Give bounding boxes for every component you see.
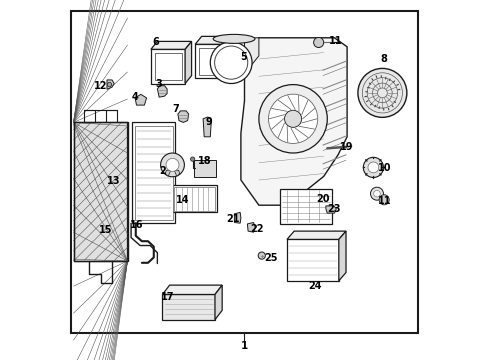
Polygon shape xyxy=(203,117,211,137)
Circle shape xyxy=(378,195,388,205)
Text: 25: 25 xyxy=(264,253,278,263)
Text: 2: 2 xyxy=(159,166,166,176)
Circle shape xyxy=(258,252,265,259)
Text: 5: 5 xyxy=(240,52,246,62)
Bar xyxy=(195,44,229,78)
Bar xyxy=(174,187,214,211)
Polygon shape xyxy=(178,111,188,122)
Text: 14: 14 xyxy=(176,195,189,205)
Text: 19: 19 xyxy=(339,142,353,152)
Bar xyxy=(73,122,127,261)
Circle shape xyxy=(160,153,184,177)
Circle shape xyxy=(367,162,378,173)
Polygon shape xyxy=(229,36,235,78)
Bar xyxy=(71,11,417,333)
Bar xyxy=(135,126,172,220)
Circle shape xyxy=(210,42,251,84)
Polygon shape xyxy=(162,294,215,320)
Text: 7: 7 xyxy=(172,104,179,114)
Polygon shape xyxy=(338,231,346,281)
Circle shape xyxy=(166,158,179,171)
Circle shape xyxy=(370,187,383,200)
Text: 11: 11 xyxy=(328,36,342,46)
Text: 12: 12 xyxy=(93,81,107,91)
Polygon shape xyxy=(174,170,179,176)
Bar xyxy=(154,53,181,80)
Polygon shape xyxy=(286,239,338,281)
Text: 8: 8 xyxy=(380,54,386,64)
Text: 22: 22 xyxy=(250,224,264,234)
Polygon shape xyxy=(244,38,258,65)
Circle shape xyxy=(313,37,323,48)
Text: 11: 11 xyxy=(378,196,391,206)
Text: 3: 3 xyxy=(155,79,162,89)
Text: 9: 9 xyxy=(205,117,212,127)
Polygon shape xyxy=(73,122,127,261)
Polygon shape xyxy=(185,41,191,84)
Polygon shape xyxy=(286,231,346,239)
Bar xyxy=(151,49,185,84)
Circle shape xyxy=(284,110,301,127)
Circle shape xyxy=(363,157,383,177)
Polygon shape xyxy=(247,222,255,232)
Bar xyxy=(132,122,175,223)
Text: 15: 15 xyxy=(99,225,112,235)
Ellipse shape xyxy=(213,35,254,44)
Circle shape xyxy=(190,157,194,161)
Text: 21: 21 xyxy=(226,214,239,224)
Bar xyxy=(171,185,216,212)
Circle shape xyxy=(214,46,247,79)
Text: 23: 23 xyxy=(326,204,340,214)
Bar xyxy=(194,160,216,177)
Text: 10: 10 xyxy=(378,163,391,173)
Polygon shape xyxy=(151,41,191,49)
Text: 6: 6 xyxy=(152,37,159,47)
Circle shape xyxy=(268,94,317,143)
Circle shape xyxy=(373,190,380,197)
Text: 17: 17 xyxy=(161,292,174,302)
Circle shape xyxy=(357,68,406,117)
Polygon shape xyxy=(165,170,170,176)
Bar xyxy=(199,48,225,75)
Text: 24: 24 xyxy=(307,281,321,291)
Polygon shape xyxy=(107,80,114,89)
Text: 16: 16 xyxy=(130,220,143,230)
Polygon shape xyxy=(195,36,235,44)
Text: 13: 13 xyxy=(107,176,120,186)
Polygon shape xyxy=(215,285,222,320)
Polygon shape xyxy=(234,212,241,223)
Polygon shape xyxy=(157,86,167,97)
Polygon shape xyxy=(162,285,222,294)
Text: 1: 1 xyxy=(241,341,247,351)
Text: 4: 4 xyxy=(131,92,138,102)
Polygon shape xyxy=(325,206,336,213)
Text: 20: 20 xyxy=(315,194,328,204)
Bar xyxy=(279,189,331,224)
Circle shape xyxy=(258,85,326,153)
Polygon shape xyxy=(241,38,346,205)
Circle shape xyxy=(107,82,111,87)
Polygon shape xyxy=(135,94,146,105)
Text: 18: 18 xyxy=(197,156,211,166)
